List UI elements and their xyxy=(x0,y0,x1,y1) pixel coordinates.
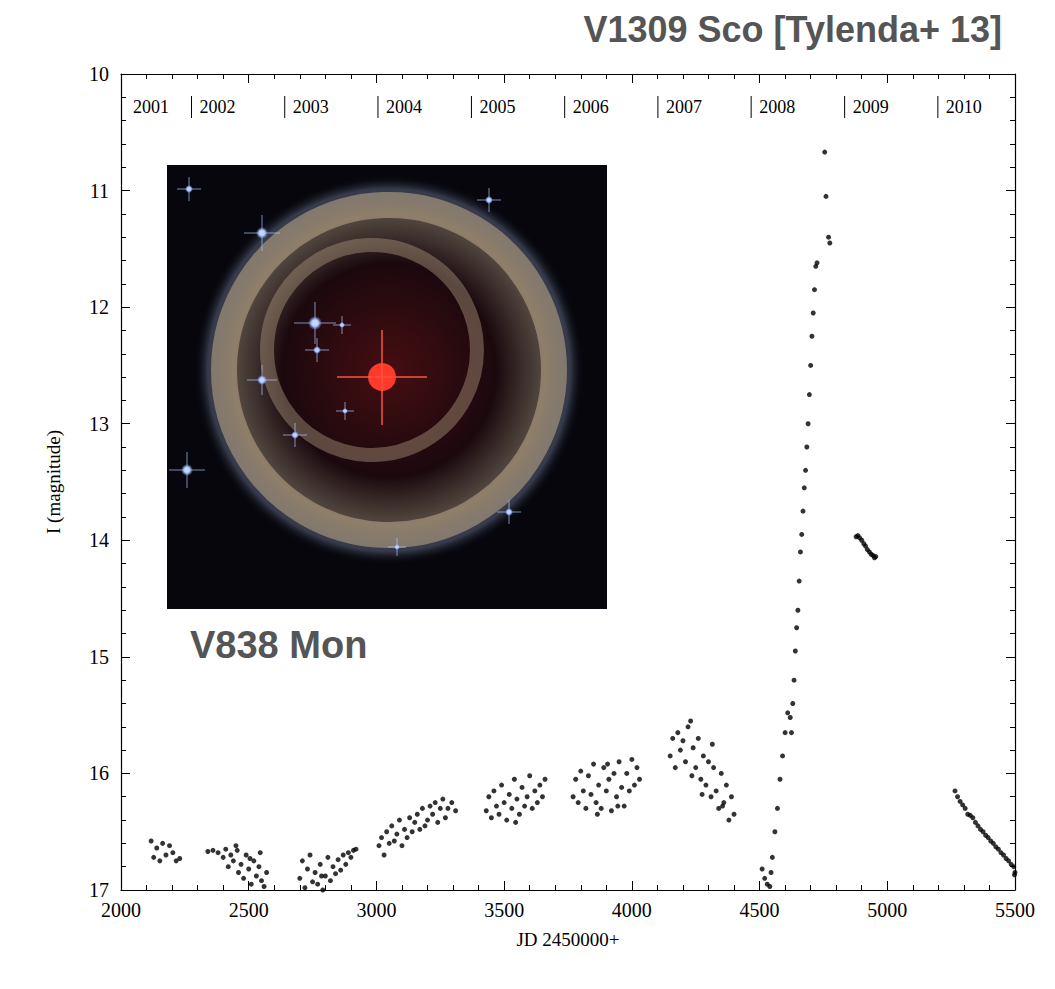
svg-text:2500: 2500 xyxy=(229,899,269,921)
svg-text:2007: 2007 xyxy=(666,97,702,117)
svg-text:2005: 2005 xyxy=(479,97,515,117)
svg-text:3500: 3500 xyxy=(484,899,524,921)
svg-text:13: 13 xyxy=(89,413,109,435)
svg-text:5000: 5000 xyxy=(867,899,907,921)
svg-text:2008: 2008 xyxy=(759,97,795,117)
svg-text:4500: 4500 xyxy=(740,899,780,921)
svg-text:V1309 Sco [Tylenda+ 13]: V1309 Sco [Tylenda+ 13] xyxy=(583,9,1002,50)
svg-text:V838 Mon: V838 Mon xyxy=(190,624,367,666)
svg-text:15: 15 xyxy=(89,646,109,668)
svg-text:I (magnitude): I (magnitude) xyxy=(43,430,65,534)
svg-text:2009: 2009 xyxy=(853,97,889,117)
svg-text:JD 2450000+: JD 2450000+ xyxy=(516,929,619,950)
svg-text:2010: 2010 xyxy=(946,97,982,117)
svg-text:2002: 2002 xyxy=(199,97,235,117)
svg-text:2001: 2001 xyxy=(133,97,169,117)
svg-text:2006: 2006 xyxy=(573,97,609,117)
svg-text:2004: 2004 xyxy=(386,97,422,117)
svg-text:17: 17 xyxy=(89,879,109,901)
svg-text:2003: 2003 xyxy=(293,97,329,117)
svg-text:14: 14 xyxy=(89,529,109,551)
svg-text:11: 11 xyxy=(90,180,109,202)
svg-text:16: 16 xyxy=(89,762,109,784)
svg-text:10: 10 xyxy=(89,63,109,85)
svg-text:3000: 3000 xyxy=(356,899,396,921)
svg-text:12: 12 xyxy=(89,296,109,318)
svg-text:4000: 4000 xyxy=(612,899,652,921)
svg-text:2000: 2000 xyxy=(101,899,141,921)
svg-text:5500: 5500 xyxy=(995,899,1035,921)
